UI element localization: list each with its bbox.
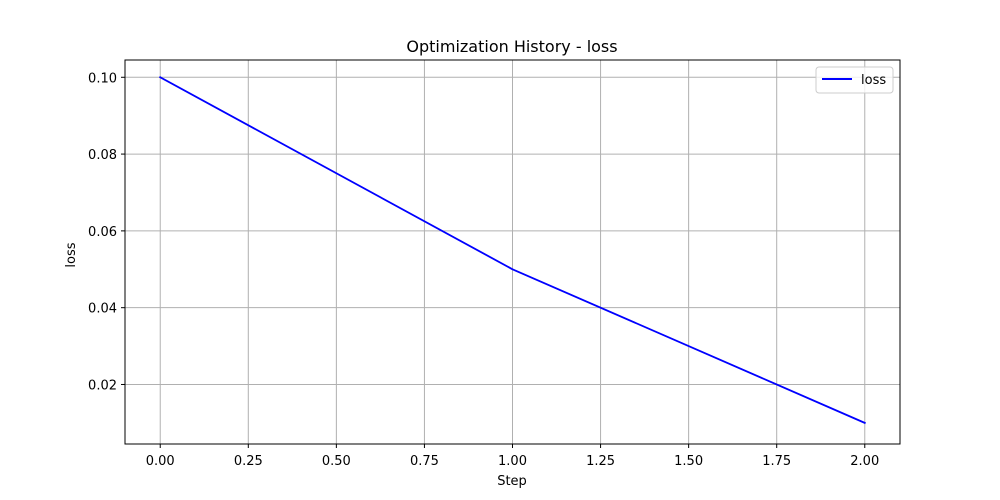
legend-label-loss: loss: [861, 73, 886, 88]
chart-title: Optimization History - loss: [406, 37, 617, 56]
y-tick-label: 0.10: [88, 71, 117, 86]
y-tick-label: 0.02: [88, 378, 117, 393]
x-tick-label: 0.00: [146, 454, 175, 469]
ticks: 0.00 0.25 0.50 0.75 1.00 1.25 1.50 1.75 2.00 0.02…: [88, 71, 879, 469]
x-tick-label: 0.25: [234, 454, 263, 469]
x-tick-label: 1.25: [586, 454, 615, 469]
y-tick-label: 0.06: [88, 225, 117, 240]
x-tick-label: 2.00: [850, 454, 879, 469]
series-line-loss: [159, 76, 866, 425]
x-tick-label: 1.50: [674, 454, 703, 469]
legend-box: [815, 66, 894, 94]
y-tick-label: 0.04: [88, 302, 117, 317]
legend: loss: [815, 66, 894, 94]
series-layer: [159, 76, 866, 425]
x-tick-label: 1.00: [498, 454, 527, 469]
grid: [125, 60, 900, 444]
y-tick-label: 0.08: [88, 148, 117, 163]
x-axis-label: Step: [497, 474, 527, 489]
x-tick-label: 0.75: [410, 454, 439, 469]
y-axis-label: loss: [64, 242, 79, 267]
x-tick-label: 1.75: [762, 454, 791, 469]
x-tick-label: 0.50: [322, 454, 351, 469]
